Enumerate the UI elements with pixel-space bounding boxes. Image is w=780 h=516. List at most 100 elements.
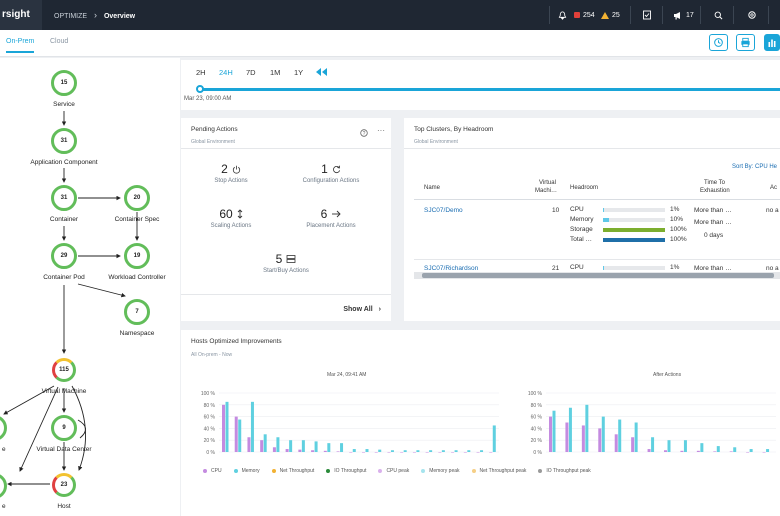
col-exhaustion[interactable]: Exhaustion xyxy=(700,188,730,194)
col-machines[interactable]: Machi… xyxy=(535,188,558,194)
legend-item[interactable]: Memory xyxy=(233,468,260,474)
col-headroom[interactable]: Headroom xyxy=(570,185,599,191)
history-icon xyxy=(714,38,723,47)
before-bar xyxy=(412,452,416,453)
time-to-exhaustion: More than … xyxy=(694,265,732,272)
critical-alerts-badge[interactable]: 254 xyxy=(574,0,595,30)
chart-view-button[interactable] xyxy=(764,34,780,51)
range-2h[interactable]: 2H xyxy=(196,68,206,77)
before-bar xyxy=(387,452,391,453)
col-name[interactable]: Name xyxy=(424,185,441,191)
legend-swatch xyxy=(538,469,543,473)
range-7d[interactable]: 7D xyxy=(246,68,256,77)
chevron-right-icon: › xyxy=(94,10,98,20)
col-virtual[interactable]: Virtual xyxy=(539,180,556,186)
tab-on-prem[interactable]: On-Prem xyxy=(6,38,35,53)
play-back-icon[interactable] xyxy=(316,68,328,76)
cluster-vm-count: 21 xyxy=(552,265,560,272)
divider xyxy=(662,6,663,24)
node-label-application-component: Application Component xyxy=(30,159,98,166)
timeline-handle[interactable] xyxy=(196,85,204,93)
node-label-namespace: Namespace xyxy=(119,330,155,337)
legend-item[interactable]: Memory peak xyxy=(421,468,460,474)
app-brand[interactable]: rsight xyxy=(0,0,42,30)
node-label-virtual-data-center: Virtual Data Center xyxy=(36,446,92,453)
legend-item[interactable]: IO Throughput peak xyxy=(538,468,591,474)
node-label-partial-lower: e xyxy=(2,503,6,510)
legend-item[interactable]: Net Throughput peak xyxy=(471,468,526,474)
after-bar xyxy=(651,437,655,452)
settings-button[interactable] xyxy=(747,0,757,30)
show-all-button[interactable]: Show All › xyxy=(343,306,381,313)
action-configuration[interactable]: 1 Configuration Actions xyxy=(281,162,381,184)
search-button[interactable] xyxy=(714,0,723,30)
after-bar xyxy=(549,416,552,452)
timeline-track[interactable] xyxy=(200,88,780,91)
horizontal-scrollbar[interactable] xyxy=(414,272,780,279)
action-scaling[interactable]: 60 Scaling Actions xyxy=(181,207,281,229)
action-stop[interactable]: 2 Stop Actions xyxy=(181,162,281,184)
col-actions[interactable]: Ac xyxy=(770,185,778,191)
before-bar xyxy=(425,452,429,453)
divider xyxy=(414,259,780,260)
headroom-bar-fill xyxy=(603,228,665,232)
before-bar xyxy=(222,404,225,452)
headroom-bar-fill xyxy=(603,208,604,212)
node-virtual-machine[interactable]: 115 xyxy=(52,358,76,382)
after-bar xyxy=(614,434,618,452)
node-container[interactable]: 31 xyxy=(51,185,77,211)
y-tick-label: 0 % xyxy=(533,450,542,456)
node-application-component[interactable]: 31 xyxy=(51,128,77,154)
pending-actions-subtitle: Global Environment xyxy=(191,139,235,145)
print-button[interactable] xyxy=(736,34,755,51)
major-alerts-badge[interactable]: 25 xyxy=(601,0,620,30)
node-container-pod[interactable]: 29 xyxy=(51,243,77,269)
help-icon[interactable]: ? xyxy=(360,129,368,137)
col-time-to[interactable]: Time To xyxy=(704,180,726,186)
before-bar xyxy=(403,450,407,452)
after-bar xyxy=(565,422,569,452)
legend-item[interactable]: IO Throughput xyxy=(326,468,366,474)
tab-cloud[interactable]: Cloud xyxy=(50,38,69,45)
tasks-button[interactable] xyxy=(642,0,652,30)
range-24h[interactable]: 24H xyxy=(219,68,233,77)
action-start-buy[interactable]: 5 Start/Buy Actions xyxy=(236,252,336,274)
before-bar xyxy=(311,450,315,452)
before-bar xyxy=(400,452,404,453)
legend-item[interactable]: CPU xyxy=(203,468,222,474)
more-options-icon[interactable]: ··· xyxy=(377,126,385,135)
node-service[interactable]: 15 xyxy=(51,70,77,96)
history-button[interactable] xyxy=(709,34,728,51)
time-to-exhaustion: More than … xyxy=(694,219,732,226)
before-bar xyxy=(323,450,327,452)
breadcrumb-optimize[interactable]: OPTIMIZE xyxy=(54,13,88,20)
after-bar xyxy=(729,451,733,452)
node-container-spec[interactable]: 20 xyxy=(124,185,150,211)
notifications-button[interactable]: 17 xyxy=(673,0,694,30)
range-1m[interactable]: 1M xyxy=(270,68,281,77)
before-bar xyxy=(365,449,369,452)
timeline-date: Mar 23, 09:00 AM xyxy=(184,96,232,102)
headroom-bar xyxy=(603,238,665,242)
node-workload-controller[interactable]: 19 xyxy=(124,243,150,269)
legend-item[interactable]: CPU peak xyxy=(378,468,409,474)
legend-item[interactable]: Net Throughput xyxy=(271,468,315,474)
node-virtual-data-center[interactable]: 9 xyxy=(51,415,77,441)
cluster-name-link[interactable]: SJC07/Demo xyxy=(424,207,463,214)
metric-pct: 10% xyxy=(670,216,684,223)
cluster-name-link[interactable]: SJC07/Richardson xyxy=(424,265,479,272)
scrollbar-thumb[interactable] xyxy=(422,273,774,278)
range-1y[interactable]: 1Y xyxy=(294,68,304,77)
printer-icon xyxy=(741,37,750,48)
bar-chart-icon xyxy=(768,39,776,47)
action-placement[interactable]: 6 Placement Actions xyxy=(281,207,381,229)
y-tick-label: 40 % xyxy=(204,426,216,432)
before-bar xyxy=(463,452,467,453)
node-host[interactable]: 23 xyxy=(52,473,76,497)
node-namespace[interactable]: 7 xyxy=(124,299,150,325)
alerts-button[interactable] xyxy=(558,0,567,30)
legend-swatch xyxy=(203,469,207,473)
sort-by-dropdown[interactable]: Sort By: CPU He xyxy=(732,164,778,170)
legend-label: Net Throughput xyxy=(279,468,315,474)
metric-name: Memory xyxy=(570,216,594,223)
